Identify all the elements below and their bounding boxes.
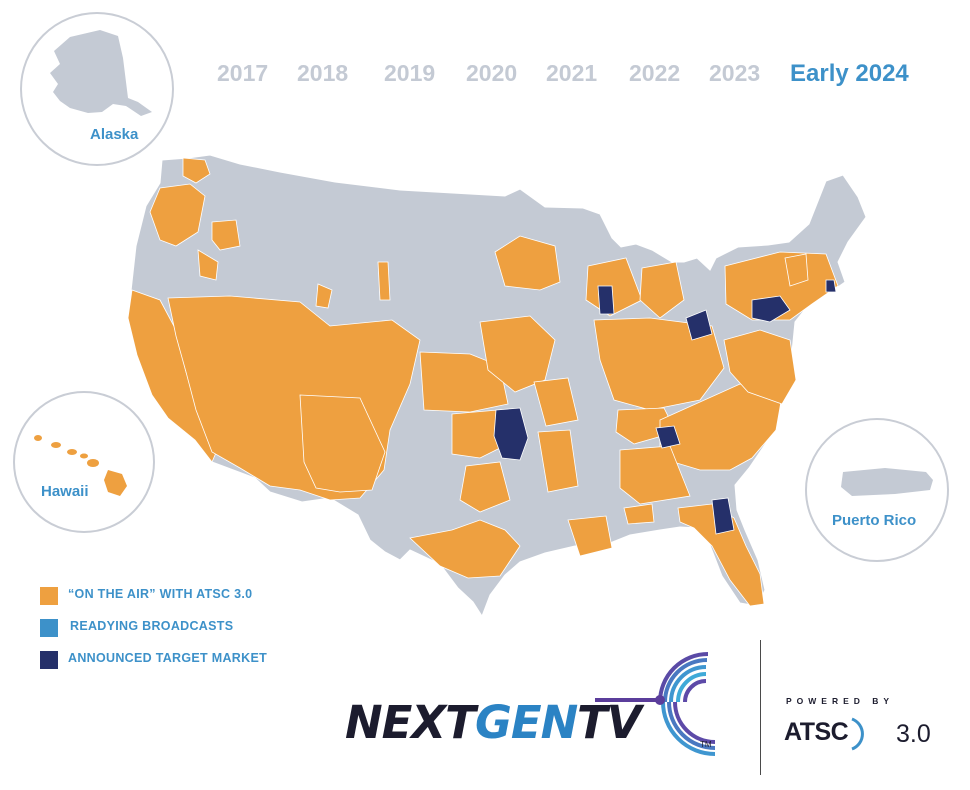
target-pennsylvania: [751, 295, 791, 323]
year-2022[interactable]: 2022: [629, 60, 681, 86]
alaska-label: Alaska: [90, 126, 139, 143]
region-mid-atlantic: [723, 329, 797, 405]
hawaii-label: Hawaii: [41, 483, 89, 500]
region-montana: [315, 283, 333, 309]
region-louisiana: [567, 515, 613, 557]
year-2018[interactable]: 2018: [297, 60, 349, 86]
region-albuquerque: [299, 394, 386, 493]
legend-label-target: ANNOUNCED TARGET MARKET: [68, 651, 268, 665]
target-cleveland: [685, 309, 713, 341]
brand-gen: GEN: [475, 696, 578, 749]
region-midwest-mid: [479, 315, 556, 393]
region-new-york: [784, 253, 809, 287]
year-2019[interactable]: 2019: [384, 60, 436, 86]
region-great-basin-southwest: [167, 295, 421, 501]
legend-label-readying: READYING BROADCASTS: [70, 619, 234, 633]
year-2020[interactable]: 2020: [466, 60, 518, 86]
target-oklahoma-city: [493, 407, 529, 461]
alaska-shape: [50, 30, 152, 116]
atsc-logo-text: ATSC: [784, 718, 849, 746]
year-early-2024[interactable]: Early 2024: [790, 60, 909, 87]
year-2021[interactable]: 2021: [546, 60, 598, 86]
year-2017[interactable]: 2017: [217, 60, 269, 86]
brand-next: NEXT: [345, 696, 476, 749]
region-arkansas: [537, 429, 579, 493]
brand-tv: TV: [577, 696, 642, 749]
region-ohio-valley: [593, 317, 725, 411]
target-jacksonville: [711, 497, 735, 535]
target-swatch: [40, 651, 58, 669]
region-boise: [197, 249, 219, 281]
region-kansas-nebraska: [419, 351, 509, 413]
logo-divider: [760, 640, 761, 775]
region-missouri: [533, 377, 579, 427]
powered-by-text: POWERED BY: [786, 696, 895, 706]
region-north-texas: [459, 461, 511, 513]
region-pacific-northwest: [149, 183, 206, 247]
nextgen-tv-logo: NEXT GEN TV TM: [345, 640, 745, 790]
region-michigan: [639, 261, 685, 319]
on-air-swatch: [40, 587, 58, 605]
region-florida-panhandle: [623, 503, 655, 525]
readying-swatch: [40, 619, 58, 637]
legend-label-on-air: “ON THE AIR” WITH ATSC 3.0: [68, 587, 253, 601]
signal-arcs-icon: [595, 652, 716, 756]
hawaii-inset: [13, 391, 155, 533]
region-oklahoma-texas: [451, 409, 505, 459]
year-2023[interactable]: 2023: [709, 60, 761, 86]
puerto-rico-label: Puerto Rico: [832, 512, 917, 529]
region-spokane: [211, 219, 241, 251]
region-dakotas: [494, 235, 561, 291]
target-milwaukee: [597, 285, 615, 315]
year-timeline: 2017 2018 2019 2020 2021 2022 2023 Early…: [205, 60, 935, 96]
region-houston-sa: [409, 519, 521, 579]
region-seattle: [182, 157, 211, 184]
target-knoxville: [655, 425, 681, 449]
region-billings: [377, 261, 391, 301]
hawaii-islands: [34, 435, 127, 496]
trademark: TM: [700, 740, 712, 749]
atsc-arc-icon: [851, 717, 864, 751]
atsc-version: 3.0: [896, 720, 931, 748]
puerto-rico-shape: [841, 468, 933, 496]
target-providence: [825, 279, 837, 293]
